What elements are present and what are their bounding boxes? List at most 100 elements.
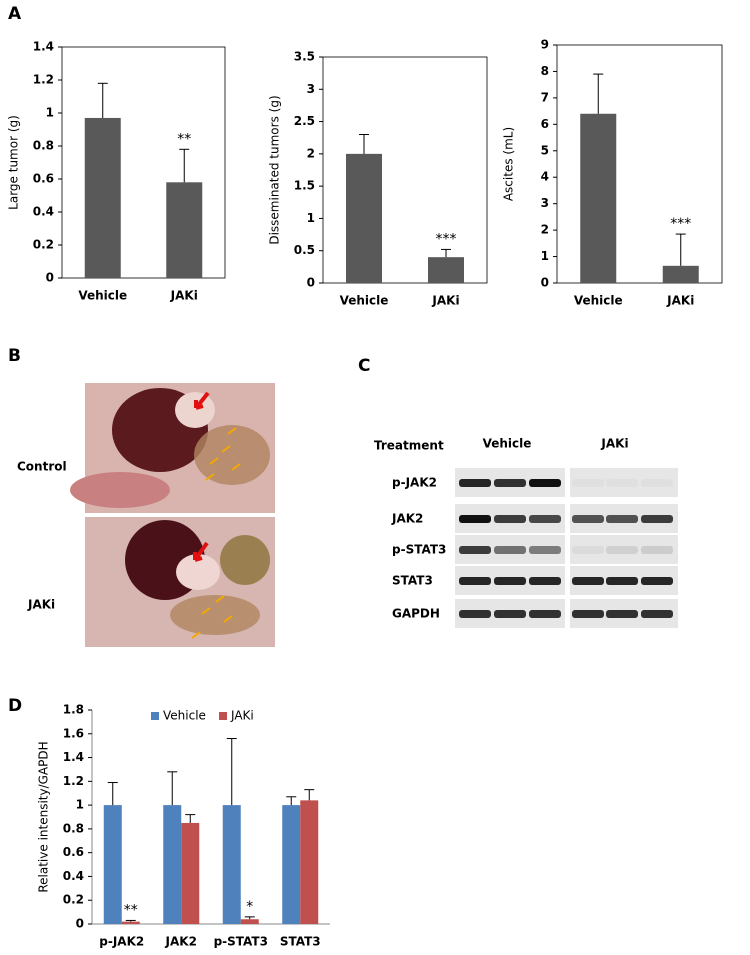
band bbox=[494, 610, 526, 618]
y-tick-label: 1.2 bbox=[63, 774, 84, 788]
bar bbox=[166, 182, 203, 278]
x-tick-label: JAKi bbox=[431, 294, 459, 308]
intestine bbox=[220, 535, 270, 585]
y-tick-label: 4 bbox=[541, 170, 549, 184]
blot-strip bbox=[570, 535, 678, 564]
arrow bbox=[193, 541, 209, 562]
y-tick-label: 3 bbox=[307, 82, 315, 96]
arrows bbox=[191, 427, 241, 639]
y-tick-label: 1 bbox=[76, 798, 84, 812]
band bbox=[459, 546, 491, 554]
y-tick-label: 0 bbox=[541, 276, 549, 290]
plot-frame bbox=[322, 56, 488, 284]
y-tick-label: 0 bbox=[46, 271, 54, 285]
y-tick-label: 1.5 bbox=[294, 179, 315, 193]
y-tick-label: 5 bbox=[541, 143, 549, 157]
y-tick-label: 0.8 bbox=[63, 821, 84, 835]
row-label: JAK2 bbox=[391, 512, 423, 526]
x-tick-label: Vehicle bbox=[340, 294, 389, 308]
band bbox=[606, 479, 638, 487]
band bbox=[494, 479, 526, 487]
y-axis-label: Disseminated tumors (g) bbox=[268, 95, 282, 244]
x-tick-label: JAKi bbox=[170, 289, 198, 303]
y-tick-label: 2 bbox=[307, 146, 315, 160]
legend-label: Vehicle bbox=[163, 709, 206, 723]
band bbox=[459, 515, 491, 523]
y-tick-label: 7 bbox=[541, 90, 549, 104]
panel-label: D bbox=[8, 696, 22, 716]
legend-swatch bbox=[219, 712, 227, 720]
y-tick-label: 1.6 bbox=[63, 726, 84, 740]
y-tick-label: 0.5 bbox=[294, 243, 315, 257]
y-tick-label: 8 bbox=[541, 64, 549, 78]
band bbox=[494, 515, 526, 523]
tissue bbox=[70, 472, 170, 508]
y-tick-label: 3.5 bbox=[294, 50, 315, 64]
band bbox=[529, 546, 561, 554]
significance: * bbox=[246, 899, 253, 915]
band bbox=[641, 577, 673, 585]
band bbox=[641, 479, 673, 487]
x-tick-label: p-JAK2 bbox=[99, 935, 144, 949]
band bbox=[572, 577, 604, 585]
y-tick-label: 1.4 bbox=[33, 40, 54, 54]
x-tick-label: Vehicle bbox=[78, 289, 127, 303]
intestine bbox=[194, 425, 270, 485]
band bbox=[529, 610, 561, 618]
band bbox=[606, 546, 638, 554]
western-blot bbox=[455, 468, 678, 628]
blot-strip bbox=[570, 468, 678, 497]
tumor bbox=[175, 392, 215, 428]
plot-frame bbox=[556, 44, 723, 284]
band bbox=[572, 515, 604, 523]
band bbox=[459, 479, 491, 487]
band bbox=[606, 610, 638, 618]
band bbox=[529, 515, 561, 523]
band bbox=[572, 546, 604, 554]
band bbox=[459, 610, 491, 618]
group-label: Vehicle bbox=[483, 437, 532, 451]
bar bbox=[222, 805, 241, 924]
y-tick-label: 6 bbox=[541, 117, 549, 131]
bar bbox=[121, 921, 140, 924]
treatment-label: Treatment bbox=[374, 439, 444, 453]
y-tick-label: 0.6 bbox=[33, 172, 54, 186]
y-tick-label: 0.4 bbox=[63, 869, 84, 883]
bar bbox=[300, 800, 319, 924]
band bbox=[529, 577, 561, 585]
band bbox=[459, 577, 491, 585]
band bbox=[641, 546, 673, 554]
legend-swatch bbox=[151, 712, 159, 720]
arrow bbox=[194, 391, 210, 410]
row-label: p-STAT3 bbox=[392, 543, 446, 557]
y-tick-label: 0.2 bbox=[63, 893, 84, 907]
bar bbox=[181, 822, 200, 924]
y-tick-label: 2 bbox=[541, 223, 549, 237]
significance: ** bbox=[124, 902, 138, 918]
y-tick-label: 3 bbox=[541, 196, 549, 210]
bar bbox=[240, 919, 259, 924]
y-tick-label: 9 bbox=[541, 38, 549, 52]
y-axis-label: Ascites (mL) bbox=[502, 127, 516, 201]
photo-panel bbox=[70, 383, 275, 647]
y-tick-label: 0.6 bbox=[63, 845, 84, 859]
bar bbox=[84, 117, 121, 278]
bar bbox=[346, 153, 382, 283]
x-tick-label: JAKi bbox=[666, 294, 694, 308]
y-tick-label: 0.4 bbox=[33, 205, 54, 219]
bar bbox=[282, 805, 301, 924]
y-axis-label: Large tumor (g) bbox=[7, 115, 21, 210]
photo-label: JAKi bbox=[27, 598, 55, 612]
band bbox=[641, 610, 673, 618]
y-tick-label: 2.5 bbox=[294, 114, 315, 128]
panel-label: A bbox=[8, 4, 22, 24]
bar bbox=[580, 113, 617, 283]
significance: ** bbox=[177, 131, 191, 147]
plot-frame bbox=[61, 46, 226, 279]
x-tick-label: STAT3 bbox=[280, 935, 321, 949]
photo-label: Control bbox=[17, 460, 67, 474]
y-axis-label: Relative intensity/GAPDH bbox=[37, 741, 51, 892]
y-tick-label: 0.8 bbox=[33, 139, 54, 153]
intestine bbox=[170, 595, 260, 635]
band bbox=[572, 610, 604, 618]
